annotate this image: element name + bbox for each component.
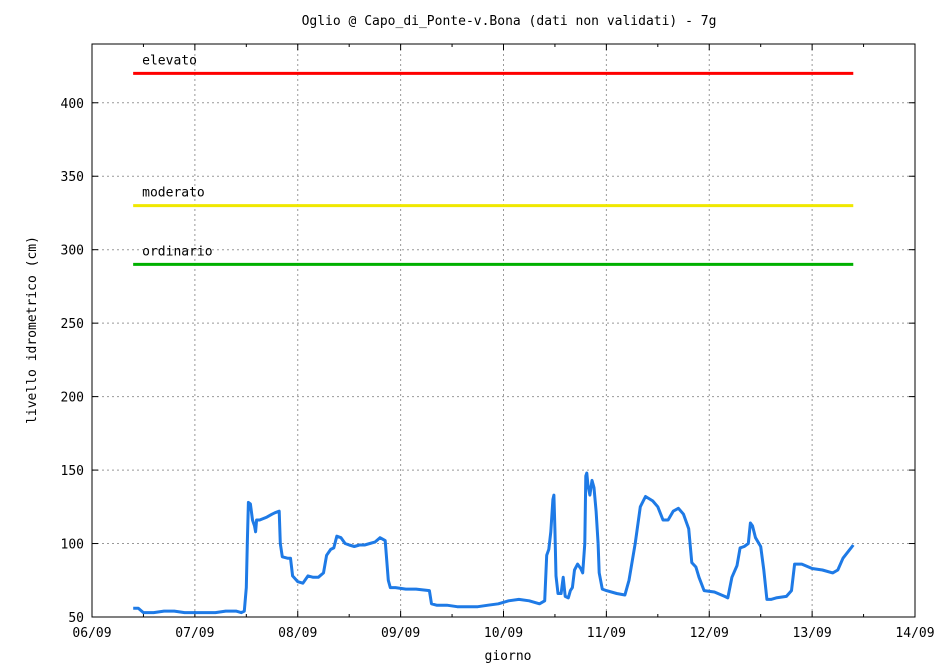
series-group xyxy=(133,471,855,615)
y-axis-label: livello idrometrico (cm) xyxy=(25,236,40,424)
x-tick-label: 13/09 xyxy=(793,626,832,641)
y-tick-label: 250 xyxy=(61,317,84,332)
x-tick-label: 12/09 xyxy=(690,626,729,641)
x-tick-label: 08/09 xyxy=(278,626,317,641)
x-tick-label: 14/09 xyxy=(895,626,934,641)
x-tick-label: 09/09 xyxy=(381,626,420,641)
y-tick-label: 200 xyxy=(61,391,84,406)
chart-title: Oglio @ Capo_di_Ponte-v.Bona (dati non v… xyxy=(302,14,717,29)
threshold-label-ordinario: ordinario xyxy=(142,244,212,259)
series-line-livello xyxy=(133,471,855,615)
threshold-label-elevato: elevato xyxy=(142,53,197,68)
threshold-lines: elevato moderato ordinario xyxy=(133,53,854,266)
ticks: 50 100 150 200 250 300 350 400 06/09 07/09 08/09 09… xyxy=(61,44,935,641)
threshold-label-moderato: moderato xyxy=(142,186,205,201)
y-tick-label: 150 xyxy=(61,464,84,479)
y-tick-label: 50 xyxy=(68,611,84,626)
x-tick-label: 10/09 xyxy=(484,626,523,641)
y-tick-label: 300 xyxy=(61,244,84,259)
y-tick-label: 100 xyxy=(61,538,84,553)
x-tick-label: 06/09 xyxy=(72,626,111,641)
x-tick-label: 11/09 xyxy=(587,626,626,641)
x-tick-label: 07/09 xyxy=(175,626,214,641)
grid xyxy=(92,44,915,617)
x-axis-label: giorno xyxy=(485,649,532,664)
y-tick-label: 350 xyxy=(61,170,84,185)
y-tick-label: 400 xyxy=(61,97,84,112)
